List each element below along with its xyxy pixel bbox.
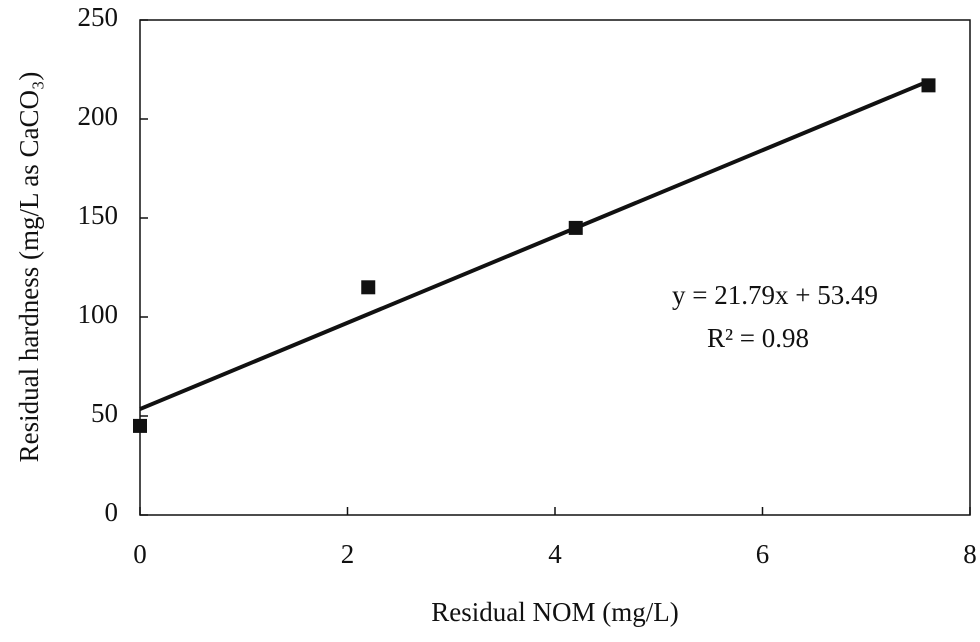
data-point	[361, 280, 376, 295]
x-tick-label: 0	[133, 539, 147, 569]
y-tick-label: 200	[78, 101, 119, 131]
data-point	[921, 78, 936, 93]
y-tick-label: 0	[105, 497, 119, 527]
data-point	[133, 418, 147, 433]
r-squared: R² = 0.98	[707, 323, 809, 353]
y-axis-title: Residual hardness (mg/L as CaCO₃)	[14, 72, 44, 463]
x-tick-label: 6	[756, 539, 770, 569]
x-tick-label: 4	[548, 539, 562, 569]
data-point	[568, 220, 583, 235]
trendline-equation: y = 21.79x + 53.49	[672, 280, 878, 310]
trendline	[139, 79, 930, 411]
x-axis-title: Residual NOM (mg/L)	[431, 597, 678, 627]
plot-frame	[139, 19, 971, 516]
y-tick-label: 150	[78, 200, 119, 230]
y-tick-label: 250	[78, 2, 119, 32]
y-tick-label: 100	[78, 299, 119, 329]
y-tick-label: 50	[91, 398, 118, 428]
x-tick-label: 2	[341, 539, 355, 569]
x-tick-label: 8	[963, 539, 977, 569]
